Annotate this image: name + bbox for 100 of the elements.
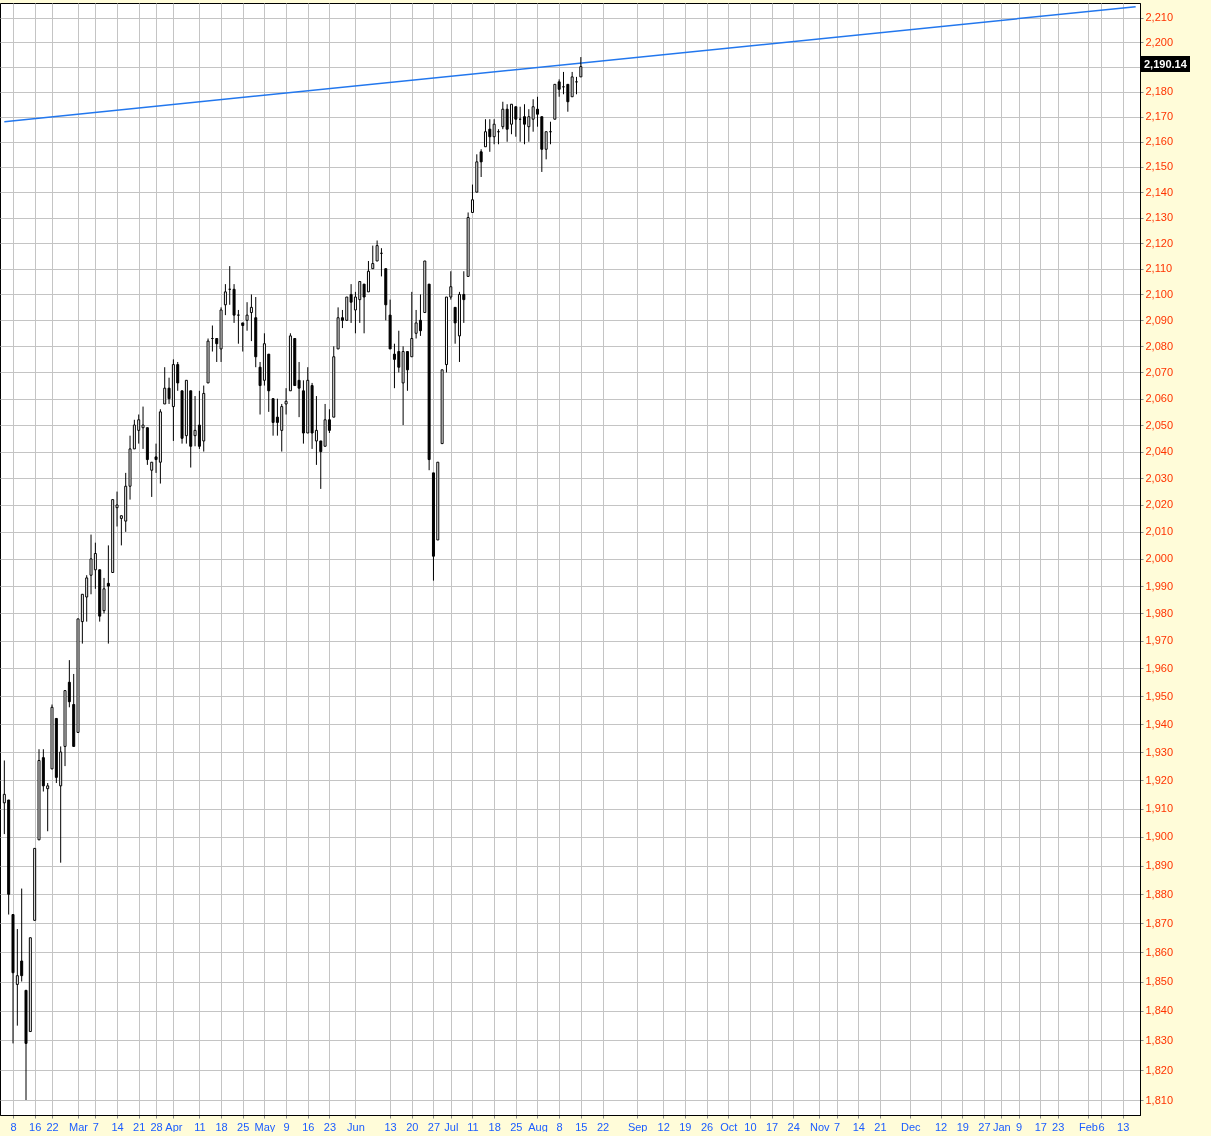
candlestick bbox=[106, 544, 110, 645]
candlestick bbox=[85, 574, 89, 623]
candlestick bbox=[15, 928, 19, 1027]
x-tick-label: 22 bbox=[46, 1120, 59, 1133]
y-tick-label: 2,150 bbox=[1145, 160, 1174, 173]
y-tick-label: 2,110 bbox=[1145, 262, 1173, 275]
y-tick-label: 2,070 bbox=[1145, 365, 1174, 378]
y-tick-label: 2,100 bbox=[1145, 287, 1174, 300]
y-tick-label: 2,060 bbox=[1145, 392, 1174, 405]
x-tick-label: 16 bbox=[29, 1120, 42, 1133]
x-tick-label: Mar bbox=[69, 1120, 89, 1133]
x-tick-label: 18 bbox=[488, 1120, 501, 1133]
x-tick-label: Apr bbox=[165, 1120, 183, 1133]
y-tick-label: 2,130 bbox=[1145, 211, 1174, 224]
x-tick-label: 15 bbox=[575, 1120, 588, 1133]
x-tick-label: 25 bbox=[510, 1120, 523, 1133]
x-tick-label: Nov bbox=[809, 1120, 831, 1133]
y-tick-label: 1,900 bbox=[1145, 830, 1174, 843]
candlestick bbox=[470, 184, 474, 213]
x-tick-label: 18 bbox=[215, 1120, 228, 1133]
y-tick-label: 1,970 bbox=[1145, 634, 1174, 647]
y-tick-label: 1,910 bbox=[1145, 802, 1174, 814]
candlestick bbox=[414, 309, 418, 340]
x-tick-label: Sep bbox=[627, 1120, 648, 1133]
candlestick bbox=[245, 301, 249, 332]
candlestick bbox=[501, 101, 505, 130]
candlestick bbox=[223, 283, 227, 316]
y-tick-label: 1,860 bbox=[1145, 945, 1174, 958]
candlestick bbox=[492, 118, 496, 145]
x-tick-label: 19 bbox=[679, 1120, 692, 1133]
y-tick-label: 1,850 bbox=[1145, 975, 1174, 988]
candlestick bbox=[284, 387, 288, 415]
x-tick-label: 27 bbox=[427, 1120, 441, 1133]
x-tick-label: 16 bbox=[302, 1120, 315, 1133]
candlestick bbox=[544, 131, 548, 160]
y-tick-label: 1,950 bbox=[1145, 689, 1174, 702]
y-tick-label: 1,980 bbox=[1145, 606, 1174, 619]
candlestick bbox=[505, 103, 509, 143]
x-tick-label: 12 bbox=[934, 1120, 948, 1133]
candlestick bbox=[483, 118, 487, 148]
y-tick-label: 2,050 bbox=[1145, 418, 1174, 431]
x-tick-label: 28 bbox=[150, 1120, 163, 1133]
candlestick bbox=[275, 398, 279, 437]
x-tick-label: 20 bbox=[406, 1120, 419, 1133]
x-tick-label: 17 bbox=[1034, 1120, 1047, 1133]
y-tick-label: 1,820 bbox=[1145, 1063, 1174, 1076]
y-tick-label: 1,920 bbox=[1145, 773, 1174, 786]
x-tick-label: Jan bbox=[992, 1120, 1011, 1133]
y-tick-label: 2,170 bbox=[1145, 110, 1174, 123]
x-tick-label: 6 bbox=[1098, 1120, 1105, 1133]
candlestick bbox=[271, 398, 275, 437]
x-tick-label: 25 bbox=[237, 1120, 250, 1133]
x-tick-label: 11 bbox=[467, 1120, 479, 1133]
x-tick-label: 10 bbox=[744, 1120, 757, 1133]
x-tick-label: 24 bbox=[787, 1120, 800, 1133]
y-tick-label: 1,890 bbox=[1145, 859, 1174, 872]
y-tick-label: 2,020 bbox=[1145, 498, 1174, 511]
x-tick-label: 21 bbox=[874, 1120, 887, 1133]
x-tick-label: 13 bbox=[1117, 1120, 1130, 1133]
x-tick-label: 8 bbox=[556, 1120, 563, 1133]
candlestick bbox=[280, 403, 284, 453]
candlestick bbox=[197, 390, 201, 450]
x-tick-label: 17 bbox=[765, 1120, 779, 1133]
x-tick-label: 12 bbox=[657, 1120, 670, 1133]
x-tick-label: Jul bbox=[444, 1120, 459, 1133]
y-tick-label: 1,960 bbox=[1145, 661, 1174, 674]
x-tick-label: 7 bbox=[92, 1120, 99, 1133]
x-tick-label: 14 bbox=[852, 1120, 865, 1133]
y-tick-label: 2,160 bbox=[1145, 135, 1174, 148]
y-tick-label: 1,830 bbox=[1145, 1033, 1174, 1046]
y-tick-label: 2,120 bbox=[1145, 236, 1174, 249]
x-tick-label: 9 bbox=[283, 1120, 290, 1133]
x-tick-label: May bbox=[254, 1120, 276, 1133]
x-tick-label: 23 bbox=[1052, 1120, 1065, 1133]
candlestick bbox=[163, 366, 167, 405]
candlestick bbox=[509, 103, 513, 135]
x-tick-label: Oct bbox=[720, 1120, 738, 1133]
y-tick-label: 2,040 bbox=[1145, 445, 1174, 458]
x-tick-label: 11 bbox=[194, 1120, 206, 1133]
candlestick bbox=[531, 98, 535, 133]
x-tick-label: 27 bbox=[978, 1120, 991, 1133]
candlestick bbox=[527, 108, 531, 143]
y-tick-label: 2,180 bbox=[1145, 85, 1174, 98]
x-tick-label: 7 bbox=[834, 1120, 841, 1133]
candlestick bbox=[535, 96, 539, 128]
x-tick-label: 9 bbox=[1016, 1120, 1023, 1133]
x-tick-label: 26 bbox=[700, 1120, 714, 1133]
candlestick bbox=[150, 461, 154, 498]
candlestick bbox=[89, 534, 93, 595]
x-tick-label: Aug bbox=[528, 1120, 548, 1133]
y-tick-label: 2,000 bbox=[1145, 552, 1174, 565]
candlestick bbox=[249, 293, 253, 342]
y-tick-label: 2,010 bbox=[1145, 525, 1174, 538]
candlestick bbox=[20, 888, 24, 983]
x-tick-label: 14 bbox=[111, 1120, 124, 1133]
y-tick-label: 2,090 bbox=[1145, 313, 1174, 326]
x-tick-label: Dec bbox=[900, 1120, 922, 1133]
y-tick-label: 1,870 bbox=[1145, 916, 1174, 929]
x-tick-label: 23 bbox=[323, 1120, 337, 1133]
y-tick-label: 2,080 bbox=[1145, 339, 1174, 352]
